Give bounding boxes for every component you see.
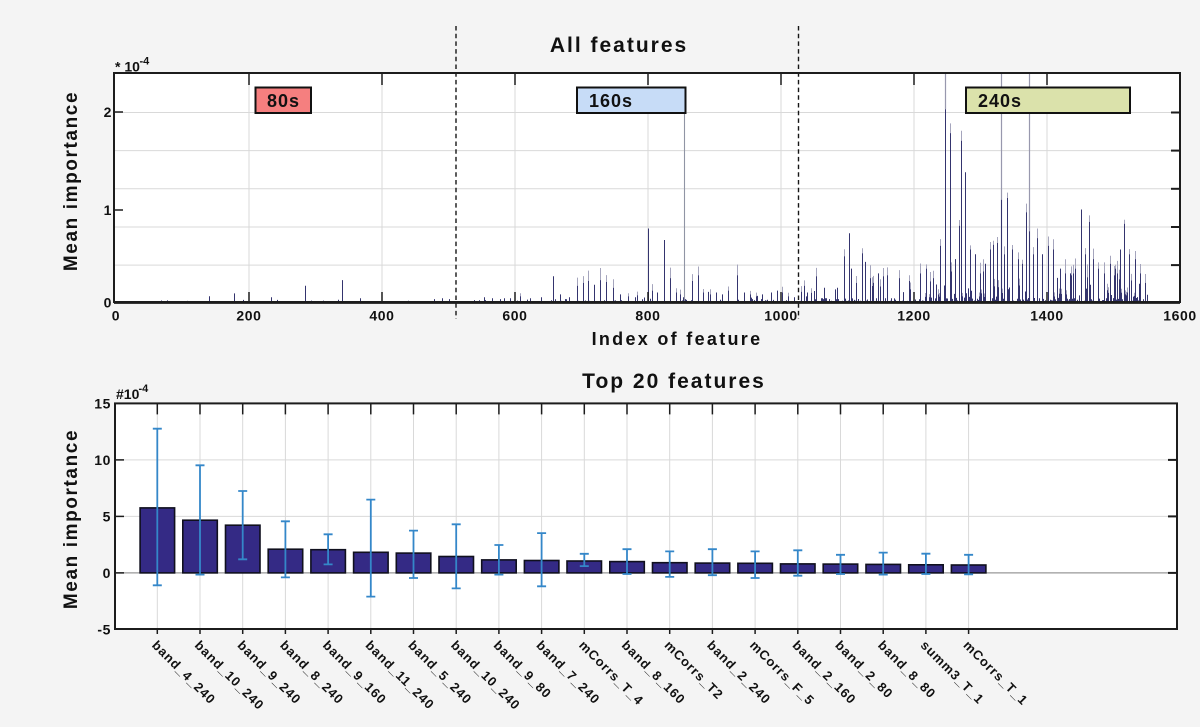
svg-text:-4: -4 (139, 383, 150, 395)
svg-text:* 10: * 10 (115, 59, 140, 75)
svg-text:160s: 160s (589, 91, 633, 111)
svg-text:Top 20 features: Top 20 features (582, 370, 766, 393)
svg-text:1400: 1400 (1030, 308, 1064, 324)
svg-text:All features: All features (550, 34, 688, 57)
svg-text:1600: 1600 (1163, 308, 1197, 324)
svg-text:Index of feature: Index of feature (592, 329, 763, 349)
svg-text:400: 400 (369, 308, 394, 324)
svg-text:#10: #10 (116, 386, 140, 402)
svg-text:1000: 1000 (764, 308, 798, 324)
svg-text:1200: 1200 (897, 308, 931, 324)
svg-text:0: 0 (103, 565, 111, 581)
svg-text:-4: -4 (140, 56, 151, 68)
svg-text:200: 200 (236, 308, 261, 324)
svg-text:Mean importance: Mean importance (61, 91, 82, 271)
svg-text:0: 0 (112, 308, 120, 324)
svg-text:1: 1 (104, 202, 112, 218)
svg-text:5: 5 (103, 508, 111, 524)
svg-text:2: 2 (104, 104, 112, 120)
svg-text:0: 0 (104, 295, 112, 311)
svg-text:240s: 240s (978, 91, 1022, 111)
svg-text:15: 15 (94, 395, 111, 411)
svg-text:Mean importance: Mean importance (61, 429, 82, 609)
svg-text:800: 800 (635, 308, 660, 324)
svg-text:80s: 80s (267, 91, 300, 111)
svg-text:10: 10 (94, 452, 111, 468)
svg-text:-5: -5 (97, 621, 111, 637)
svg-text:600: 600 (502, 308, 527, 324)
